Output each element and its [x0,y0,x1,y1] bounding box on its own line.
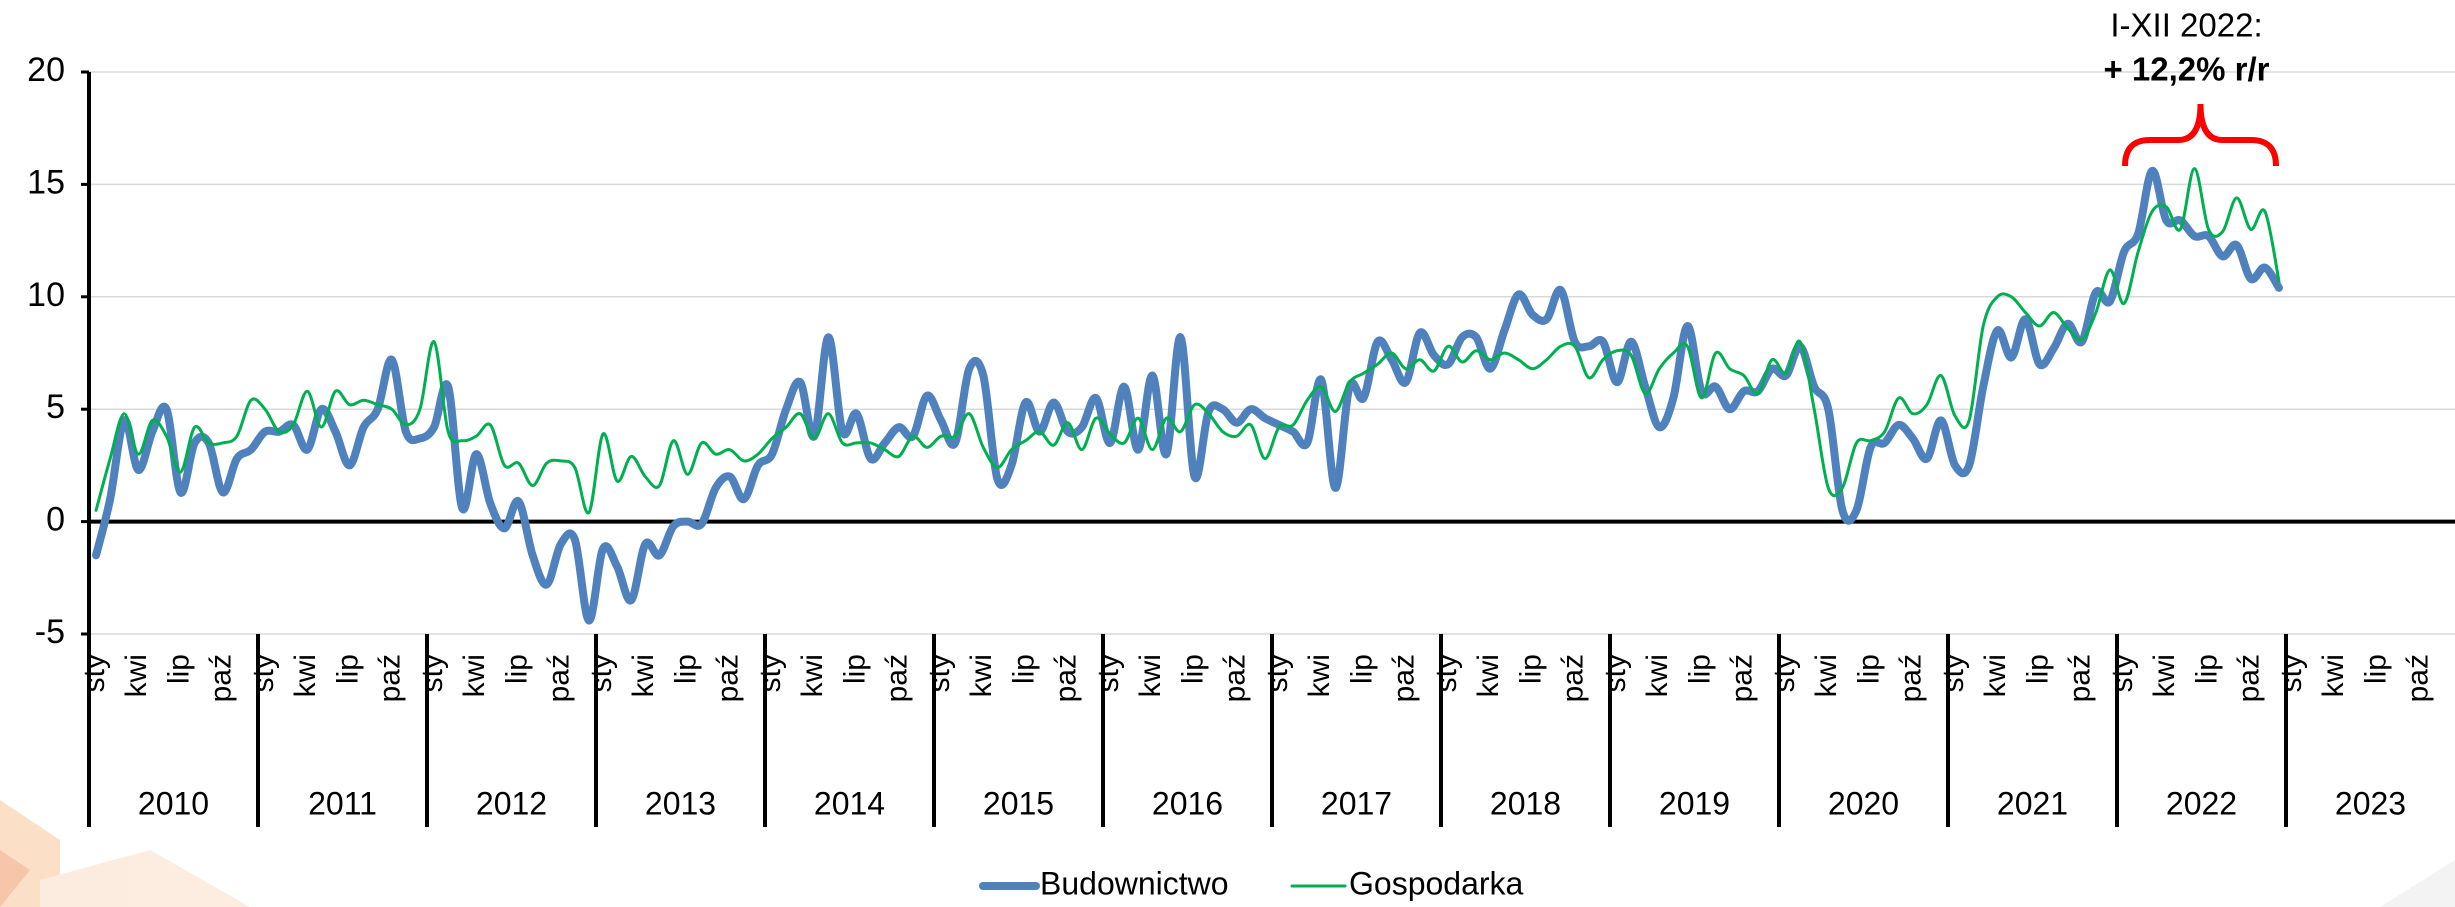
x-tick-label: sty [1768,654,1801,692]
year-label: 2018 [1490,785,1561,821]
x-tick-label: paź [881,654,914,702]
year-label: 2016 [1152,785,1223,821]
y-tick-label: 15 [27,163,65,201]
x-tick-label: sty [2106,654,2139,692]
year-label: 2013 [645,785,716,821]
x-tick-label: kwi [627,654,660,697]
year-label: 2014 [814,785,885,821]
y-tick-label: 10 [27,276,65,314]
x-tick-label: sty [1092,654,1125,692]
x-tick-label: lip [500,654,533,684]
x-tick-label: kwi [1472,654,1505,697]
x-tick-label: sty [923,654,956,692]
x-tick-label: lip [331,654,364,684]
x-tick-label: lip [1683,654,1716,684]
year-label: 2015 [983,785,1054,821]
x-tick-label: kwi [1134,654,1167,697]
x-tick-label: sty [754,654,787,692]
x-tick-label: kwi [289,654,322,697]
x-tick-label: sty [1599,654,1632,692]
x-tick-label: paź [712,654,745,702]
background-decoration [0,800,2455,907]
year-label: 2021 [1997,785,2068,821]
x-tick-label: paź [2402,654,2435,702]
x-tick-label: lip [1007,654,1040,684]
year-label: 2012 [476,785,547,821]
x-tick-label: lip [838,654,871,684]
year-label: 2020 [1828,785,1899,821]
x-tick-label: kwi [1810,654,1843,697]
x-tick-label: lip [162,654,195,684]
x-tick-label: sty [585,654,618,692]
legend-label: Budownictwo [1040,865,1229,901]
series-line [94,167,2281,515]
x-tick-label: sty [2275,654,2308,692]
x-tick-label: kwi [2148,654,2181,697]
x-tick-label: kwi [120,654,153,697]
x-tick-label: paź [1219,654,1252,702]
annotation-text: I-XII 2022: [2110,7,2262,44]
year-label: 2011 [308,785,377,821]
annotation-brace [2122,103,2279,167]
y-tick-label: 20 [27,51,65,89]
x-tick-label: kwi [796,654,829,697]
x-tick-label: kwi [965,654,998,697]
x-tick-label: kwi [458,654,491,697]
x-tick-label: lip [2359,654,2392,684]
x-tick-label: lip [1345,654,1378,684]
annotation-text: + 12,2% r/r [2103,51,2269,88]
year-label: 2022 [2166,785,2237,821]
x-tick-label: paź [205,654,238,702]
x-tick-label: paź [374,654,407,702]
x-tick-label: kwi [1641,654,1674,697]
year-label: 2010 [138,785,209,821]
x-tick-label: paź [2064,654,2097,702]
legend-label: Gospodarka [1349,865,1524,901]
x-tick-label: sty [1430,654,1463,692]
x-tick-label: lip [669,654,702,684]
x-tick-label: paź [2233,654,2266,702]
x-tick-label: lip [1176,654,1209,684]
series-line [92,166,2283,625]
y-tick-label: -5 [35,613,65,651]
x-tick-label: lip [2190,654,2223,684]
year-label: 2019 [1659,785,1730,821]
x-tick-label: paź [1895,654,1928,702]
x-tick-label: lip [1852,654,1885,684]
x-tick-label: kwi [1303,654,1336,697]
year-label: 2017 [1321,785,1392,821]
x-tick-label: sty [78,654,111,692]
x-tick-label: lip [1514,654,1547,684]
x-tick-label: paź [1726,654,1759,702]
x-tick-label: paź [1557,654,1590,702]
y-tick-label: 0 [46,501,65,539]
y-tick-label: 5 [46,388,65,426]
x-tick-label: paź [1050,654,1083,702]
x-tick-label: sty [247,654,280,692]
x-tick-label: paź [543,654,576,702]
x-tick-label: sty [1937,654,1970,692]
x-tick-label: sty [416,654,449,692]
x-tick-label: sty [1261,654,1294,692]
year-label: 2023 [2335,785,2406,821]
x-tick-label: kwi [1979,654,2012,697]
x-tick-label: lip [2021,654,2054,684]
x-tick-label: paź [1388,654,1421,702]
x-tick-label: kwi [2317,654,2350,697]
